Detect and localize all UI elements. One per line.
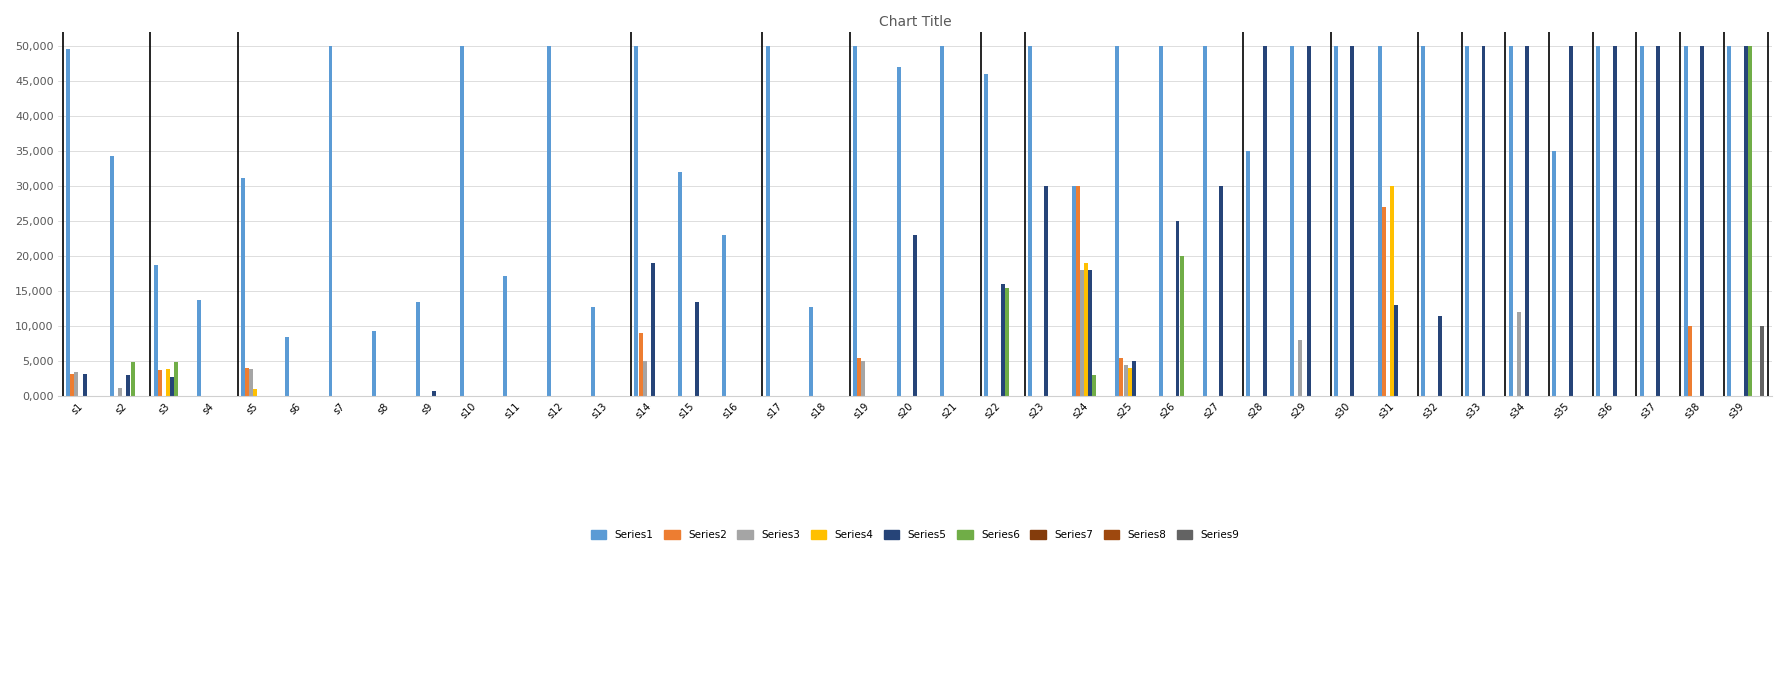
Bar xyxy=(897,67,901,396)
Bar xyxy=(1028,46,1031,396)
Bar xyxy=(1128,368,1131,396)
Bar xyxy=(1076,186,1079,396)
Bar xyxy=(1687,326,1692,396)
Bar xyxy=(1657,46,1660,396)
Bar xyxy=(241,178,245,396)
Bar xyxy=(858,358,861,396)
Bar xyxy=(245,368,248,396)
Bar xyxy=(591,306,595,396)
Bar xyxy=(1290,46,1294,396)
Bar xyxy=(1004,287,1008,396)
Bar xyxy=(459,46,463,396)
Bar xyxy=(1481,46,1485,396)
Bar xyxy=(130,362,134,396)
Bar xyxy=(1378,46,1381,396)
Bar xyxy=(1640,46,1644,396)
Bar xyxy=(1728,46,1732,396)
Bar xyxy=(638,333,643,396)
Bar xyxy=(1526,46,1530,396)
Bar xyxy=(1569,46,1573,396)
Bar xyxy=(1219,186,1222,396)
Bar xyxy=(1115,46,1119,396)
Bar xyxy=(1421,46,1426,396)
Bar xyxy=(1160,46,1163,396)
Bar xyxy=(1306,46,1310,396)
Bar xyxy=(1683,46,1687,396)
Bar xyxy=(1465,46,1469,396)
Bar xyxy=(861,362,865,396)
Bar xyxy=(82,374,88,396)
Bar xyxy=(913,235,917,396)
Bar xyxy=(547,46,550,396)
Bar xyxy=(1390,186,1394,396)
Bar xyxy=(432,391,436,396)
Bar xyxy=(372,331,375,396)
Bar xyxy=(1176,221,1179,396)
Bar xyxy=(175,362,179,396)
Bar xyxy=(722,235,726,396)
Bar xyxy=(1508,46,1512,396)
Bar xyxy=(1612,46,1617,396)
Bar xyxy=(1351,46,1355,396)
Bar xyxy=(695,302,699,396)
Bar xyxy=(166,369,170,396)
Bar xyxy=(1517,313,1521,396)
Bar xyxy=(154,266,157,396)
Bar xyxy=(70,374,75,396)
Bar xyxy=(1553,151,1556,396)
Bar xyxy=(679,172,683,396)
Bar xyxy=(643,362,647,396)
Bar xyxy=(250,369,254,396)
Title: Chart Title: Chart Title xyxy=(879,15,951,29)
Bar xyxy=(1744,46,1748,396)
Bar xyxy=(75,372,79,396)
Bar xyxy=(1299,340,1303,396)
Bar xyxy=(1044,186,1049,396)
Bar xyxy=(1596,46,1599,396)
Bar xyxy=(1333,46,1338,396)
Bar xyxy=(416,302,420,396)
Bar xyxy=(197,300,202,396)
Bar xyxy=(1263,46,1267,396)
Bar xyxy=(1699,46,1705,396)
Bar xyxy=(765,46,770,396)
Bar xyxy=(1088,270,1092,396)
Bar xyxy=(1131,362,1137,396)
Bar xyxy=(1179,256,1183,396)
Bar xyxy=(1085,263,1088,396)
Legend: Series1, Series2, Series3, Series4, Series5, Series6, Series7, Series8, Series9: Series1, Series2, Series3, Series4, Seri… xyxy=(586,526,1244,545)
Bar xyxy=(1381,207,1385,396)
Bar xyxy=(985,74,988,396)
Bar xyxy=(1247,151,1251,396)
Bar xyxy=(1119,358,1124,396)
Bar xyxy=(118,388,122,396)
Bar xyxy=(1203,46,1206,396)
Bar xyxy=(1394,305,1397,396)
Bar xyxy=(1072,186,1076,396)
Bar xyxy=(1001,284,1004,396)
Bar xyxy=(284,337,289,396)
Bar xyxy=(810,306,813,396)
Bar xyxy=(157,370,161,396)
Bar xyxy=(1079,270,1083,396)
Bar xyxy=(1092,375,1095,396)
Bar xyxy=(1748,46,1751,396)
Bar xyxy=(1439,316,1442,396)
Bar xyxy=(329,46,332,396)
Bar xyxy=(1760,326,1764,396)
Bar xyxy=(504,276,508,396)
Bar xyxy=(66,49,70,396)
Bar xyxy=(852,46,858,396)
Bar xyxy=(170,377,173,396)
Bar xyxy=(127,375,130,396)
Bar xyxy=(254,390,257,396)
Bar xyxy=(1124,365,1128,396)
Bar xyxy=(650,263,654,396)
Bar xyxy=(634,46,638,396)
Bar xyxy=(940,46,944,396)
Bar xyxy=(111,157,114,396)
